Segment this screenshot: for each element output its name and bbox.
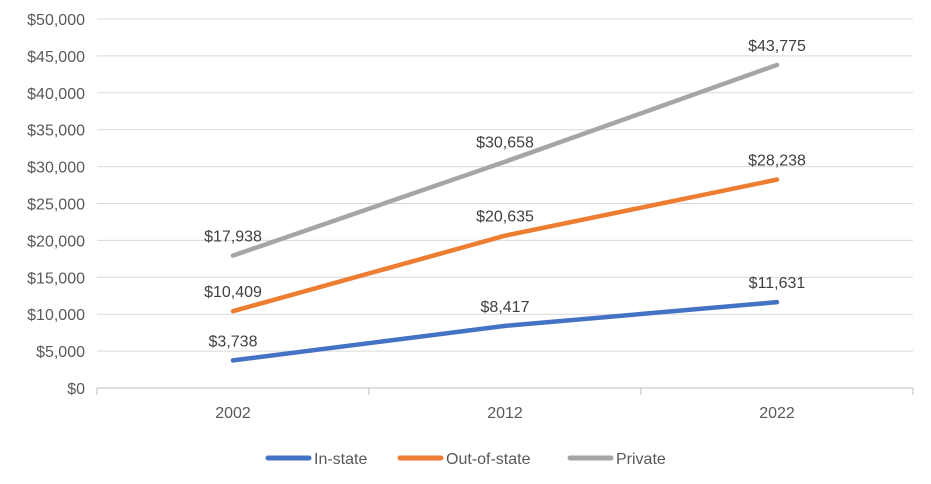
data-label: $43,775 (748, 38, 806, 55)
x-tick-label: 2022 (759, 405, 795, 422)
legend-label: Private (616, 451, 666, 468)
data-label: $10,409 (204, 284, 262, 301)
data-label: $3,738 (209, 333, 258, 350)
y-tick-label: $50,000 (27, 12, 85, 29)
y-tick-label: $5,000 (36, 344, 85, 361)
y-tick-label: $10,000 (27, 307, 85, 324)
data-label: $30,658 (476, 135, 534, 152)
y-tick-label: $25,000 (27, 197, 85, 214)
y-tick-label: $20,000 (27, 233, 85, 250)
legend-label: In-state (314, 451, 367, 468)
series-line-out-of-state (233, 180, 777, 312)
x-tick-label: 2012 (487, 405, 523, 422)
data-label: $28,238 (748, 153, 806, 170)
data-label: $17,938 (204, 229, 262, 246)
y-tick-label: $35,000 (27, 123, 85, 140)
y-tick-label: $40,000 (27, 86, 85, 103)
y-tick-label: $45,000 (27, 49, 85, 66)
legend-label: Out-of-state (446, 451, 531, 468)
y-tick-label: $15,000 (27, 270, 85, 287)
x-tick-label: 2002 (215, 405, 251, 422)
data-label: $11,631 (749, 275, 806, 292)
data-label: $20,635 (476, 209, 534, 226)
y-tick-label: $0 (67, 381, 85, 398)
data-label: $8,417 (481, 299, 530, 316)
y-tick-label: $30,000 (27, 160, 85, 177)
series-line-private (233, 65, 777, 256)
